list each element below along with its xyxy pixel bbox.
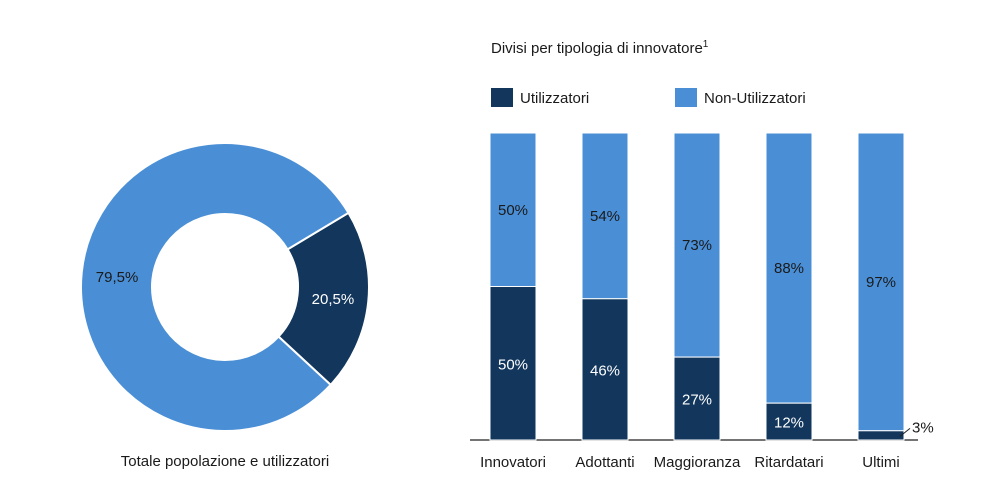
bar-label-non-users-adottanti: 54% — [590, 208, 620, 225]
bar-label-users-ritardatari: 12% — [774, 415, 804, 432]
bar-label-non-users-ultimi: 97% — [866, 274, 896, 291]
x-tick-label-innovatori: Innovatori — [480, 454, 546, 471]
bar-non-users-maggioranza — [673, 132, 721, 358]
legend-label-users: Utilizzatori — [520, 90, 589, 107]
donut-chart: 20,5% 79,5% — [80, 142, 370, 432]
donut-label-non-users: 79,5% — [96, 269, 139, 286]
bar-users-maggioranza — [673, 356, 721, 441]
donut-caption: Totale popolazione e utilizzatori — [121, 453, 329, 470]
bar-chart-title: Divisi per tipologia di innovatore1 — [491, 39, 709, 57]
legend-swatch-non-users — [675, 88, 697, 107]
bar-users-ritardatari — [765, 402, 813, 441]
donut-slice-non-users — [80, 142, 350, 432]
donut-label-users: 20,5% — [312, 291, 355, 308]
bar-label-users-ultimi: 3% — [912, 419, 934, 436]
stacked-bar-chart: 50% 50% Innovatori 54% 46% Adottanti 73% 27% Mag… — [470, 132, 934, 471]
legend-label-non-users: Non-Utilizzatori — [704, 90, 806, 107]
bar-non-users-ritardatari — [765, 132, 813, 404]
x-tick-label-ultimi: Ultimi — [862, 454, 900, 471]
bar-chart-title-text: Divisi per tipologia di innovatore — [491, 40, 703, 57]
x-tick-label-adottanti: Adottanti — [575, 454, 634, 471]
bar-label-leader-ultimi — [899, 428, 911, 437]
legend: Utilizzatori Non-Utilizzatori — [491, 88, 806, 107]
bar-chart-title-superscript: 1 — [703, 39, 709, 50]
x-tick-label-maggioranza: Maggioranza — [654, 454, 741, 471]
bar-users-ultimi — [857, 430, 905, 441]
bar-label-non-users-maggioranza: 73% — [682, 237, 712, 254]
bar-users-innovatori — [489, 286, 537, 441]
bar-non-users-adottanti — [581, 132, 629, 300]
bar-users-adottanti — [581, 298, 629, 441]
bar-label-non-users-ritardatari: 88% — [774, 260, 804, 277]
donut-slice-users — [277, 211, 370, 387]
bar-label-non-users-innovatori: 50% — [498, 202, 528, 219]
x-tick-label-ritardatari: Ritardatari — [754, 454, 823, 471]
bar-label-users-innovatori: 50% — [498, 356, 528, 373]
bar-label-users-adottanti: 46% — [590, 362, 620, 379]
bar-label-users-maggioranza: 27% — [682, 392, 712, 409]
legend-swatch-users — [491, 88, 513, 107]
